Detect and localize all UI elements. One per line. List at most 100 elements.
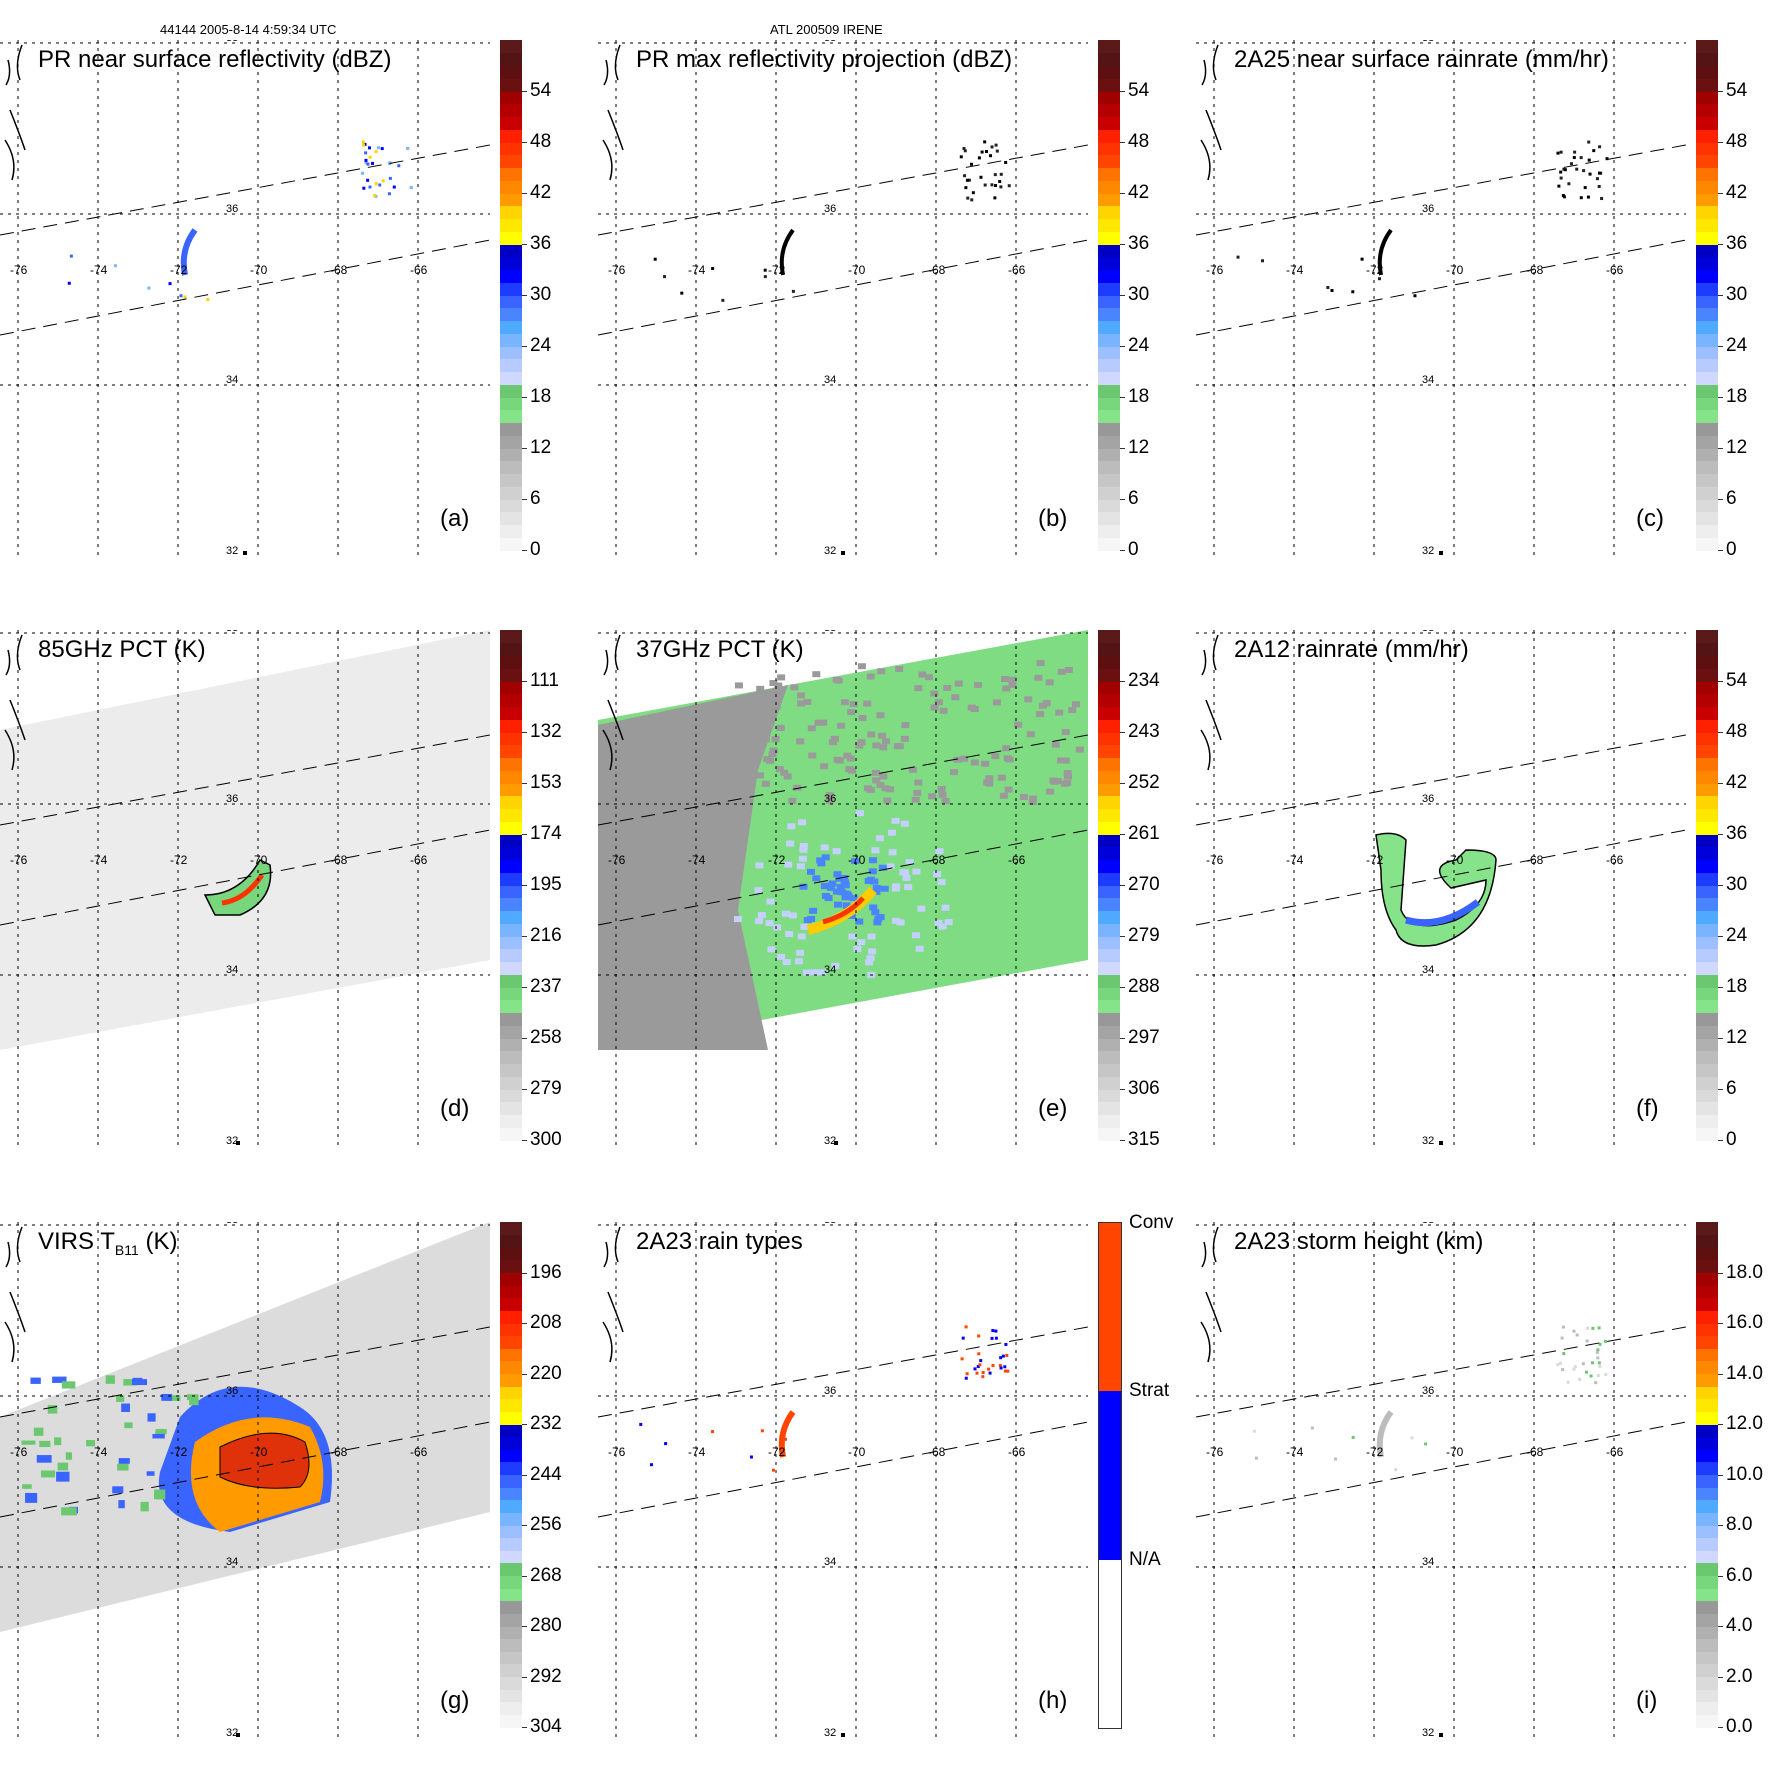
colorbar-segment xyxy=(500,282,522,296)
echo-pixel xyxy=(387,192,391,196)
echo-pixel xyxy=(987,1367,991,1371)
lat-tick-label: 36 xyxy=(226,203,238,215)
map-h: -76-74-72-70-68-66383634323028 xyxy=(598,1222,1088,1737)
pixel xyxy=(826,884,835,891)
colorbar-tickmark xyxy=(522,1626,527,1627)
echo-pixel xyxy=(961,1336,965,1340)
colorbar-tick-label: 18 xyxy=(530,386,552,407)
colorbar-tickmark xyxy=(522,1038,527,1039)
panel-h: -76-74-72-70-68-663836343230282A23 rain … xyxy=(598,1212,1188,1782)
colorbar-segment xyxy=(500,681,522,695)
colorbar-segment xyxy=(500,256,522,270)
pixel xyxy=(997,774,1006,781)
colorbar-tick-label: Conv xyxy=(1129,1212,1174,1233)
echo-pixel xyxy=(990,183,994,187)
colorbar-segment xyxy=(1696,732,1718,746)
colorbar-segment xyxy=(1098,78,1120,92)
echo-pixel xyxy=(998,1364,1002,1368)
echo-pixel xyxy=(994,1329,998,1333)
map-d: -76-74-72-70-68-66383634323028 xyxy=(0,630,490,1145)
colorbar-tick-label: 24 xyxy=(530,335,552,356)
pixel xyxy=(802,969,811,976)
colorbar-segment xyxy=(1098,1089,1120,1103)
echo-pixel xyxy=(183,295,187,299)
lon-tick-label: -70 xyxy=(250,853,268,867)
convective-area xyxy=(203,859,272,916)
echo-pixel xyxy=(366,178,370,182)
colorbar-tick-label: 252 xyxy=(1128,772,1160,793)
colorbar-tickmark xyxy=(1718,987,1723,988)
pixel xyxy=(848,767,857,774)
colorbar-segment xyxy=(500,974,522,988)
cloud-pixel xyxy=(117,1463,129,1471)
colorbar-segment xyxy=(1696,384,1718,398)
echo-pixel xyxy=(1585,1339,1589,1343)
pixel xyxy=(905,859,914,866)
cloud-pixel xyxy=(121,1403,130,1412)
echo-pixel xyxy=(1360,257,1364,261)
colorbar-tick-label: 36 xyxy=(530,233,552,254)
colorbar-segment xyxy=(500,1487,522,1501)
colorbar-segment xyxy=(500,630,522,644)
echo-pixel xyxy=(981,1375,985,1379)
pixel xyxy=(950,769,959,776)
colorbar-tickmark xyxy=(1718,295,1723,296)
map-g: -76-74-72-70-68-66383634323028 xyxy=(0,1222,490,1737)
echo-pixel xyxy=(1556,151,1560,155)
lon-tick-label: -72 xyxy=(768,853,786,867)
echo-pixel xyxy=(1394,1468,1398,1472)
colorbar-segment xyxy=(500,460,522,474)
colorbar-segment xyxy=(500,154,522,168)
colorbar-tick-label: 12 xyxy=(530,437,552,458)
echo-pixel xyxy=(1001,1354,1005,1358)
colorbar-segment xyxy=(1696,40,1718,54)
map-c: -76-74-72-70-68-66383634323028 xyxy=(1196,40,1686,555)
echo-pixel xyxy=(964,1325,968,1329)
swath-edge xyxy=(0,829,490,926)
lat-tick-label: 34 xyxy=(226,1556,238,1568)
panel-title-text: PR near surface reflectivity (dBZ) xyxy=(38,46,392,73)
panel-title-text: 85GHz PCT (K) xyxy=(38,636,206,663)
pixel xyxy=(937,879,946,886)
echo-pixel xyxy=(147,286,151,290)
colorbar-tickmark xyxy=(522,499,527,500)
colorbar-segment xyxy=(500,320,522,334)
pixel xyxy=(720,741,729,748)
swath-d xyxy=(0,630,490,1050)
echo-pixel xyxy=(1582,169,1586,173)
colorbar-segment xyxy=(1098,524,1120,538)
pixel xyxy=(814,719,823,726)
colorbar-segment xyxy=(1696,205,1718,219)
colorbar-tickmark xyxy=(1718,1474,1723,1476)
pixel xyxy=(1008,681,1017,688)
colorbar-tickmark xyxy=(522,397,527,398)
colorbar-segment xyxy=(1696,1101,1718,1115)
rain-area xyxy=(1375,832,1497,947)
lon-tick-label: -72 xyxy=(1366,263,1384,277)
colorbar-segment xyxy=(500,783,522,797)
colorbar-tick-label: 48 xyxy=(1726,721,1748,742)
pixel xyxy=(832,848,841,855)
colorbar-segment xyxy=(500,744,522,758)
colorbar-segment xyxy=(1098,783,1120,797)
colorbar: 111 132 153 174 195 216 237 258 279 300 xyxy=(500,630,562,1150)
colorbar-segment xyxy=(1696,1323,1718,1337)
colorbar-segment xyxy=(500,987,522,1001)
echo-pixel xyxy=(984,149,988,153)
colorbar-segment xyxy=(1696,744,1718,758)
pixel xyxy=(833,888,842,895)
colorbar-tick-label: 2.0 xyxy=(1726,1665,1753,1687)
colorbar-segment xyxy=(1696,78,1718,92)
pixel xyxy=(985,775,994,782)
lat-tick-label: 32 xyxy=(824,1135,836,1145)
colorbar-segment xyxy=(1696,936,1718,950)
colorbar-tickmark xyxy=(1120,681,1125,682)
colorbar-tickmark xyxy=(1120,448,1125,449)
colorbar-tick-label: 0 xyxy=(1726,1129,1737,1150)
colorbar-segment xyxy=(1098,409,1120,423)
swath-edge xyxy=(1196,144,1686,236)
colorbar-tickmark xyxy=(522,1676,527,1678)
echo-pixel xyxy=(1561,1325,1565,1329)
echo-pixel xyxy=(363,142,367,146)
colorbar-segment xyxy=(1696,1449,1718,1463)
